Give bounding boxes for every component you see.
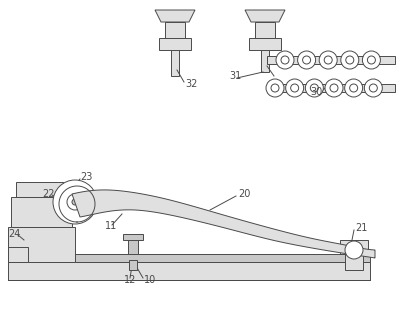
Bar — [16, 182, 63, 197]
Circle shape — [53, 180, 97, 224]
Circle shape — [350, 84, 358, 92]
Circle shape — [305, 79, 323, 97]
Bar — [128, 238, 138, 254]
Text: 20: 20 — [238, 189, 250, 199]
Bar — [129, 260, 137, 270]
Bar — [159, 38, 191, 50]
Bar — [165, 22, 185, 38]
Polygon shape — [72, 190, 375, 258]
Bar — [255, 22, 275, 38]
Circle shape — [72, 199, 78, 205]
Text: 23: 23 — [80, 172, 92, 182]
Circle shape — [281, 56, 289, 64]
Bar — [267, 56, 395, 64]
Circle shape — [345, 241, 363, 259]
Circle shape — [319, 51, 337, 69]
Circle shape — [297, 51, 316, 69]
Bar — [340, 240, 368, 254]
Bar — [249, 38, 281, 50]
Circle shape — [368, 56, 376, 64]
Polygon shape — [245, 10, 285, 22]
Bar — [8, 247, 28, 262]
Circle shape — [345, 79, 363, 97]
Polygon shape — [155, 10, 195, 22]
Bar — [345, 254, 363, 270]
Bar — [123, 234, 143, 240]
Text: 31: 31 — [229, 71, 241, 81]
Text: 11: 11 — [105, 221, 117, 231]
Bar — [63, 254, 370, 262]
Text: 10: 10 — [144, 275, 156, 285]
Circle shape — [271, 84, 279, 92]
Text: 32: 32 — [185, 79, 197, 89]
Circle shape — [330, 84, 338, 92]
Text: 22: 22 — [42, 189, 54, 199]
Text: 12: 12 — [124, 275, 136, 285]
Circle shape — [67, 194, 83, 210]
Circle shape — [364, 79, 382, 97]
Bar — [261, 50, 269, 72]
Text: 21: 21 — [355, 223, 368, 233]
Circle shape — [276, 51, 294, 69]
Circle shape — [325, 79, 343, 97]
Circle shape — [362, 51, 380, 69]
Text: 30: 30 — [310, 87, 322, 97]
Bar — [8, 227, 75, 262]
Text: 24: 24 — [8, 229, 21, 239]
Bar — [11, 197, 72, 227]
Circle shape — [291, 84, 299, 92]
Circle shape — [303, 56, 311, 64]
Bar — [171, 50, 179, 76]
Circle shape — [266, 79, 284, 97]
Circle shape — [341, 51, 359, 69]
Circle shape — [286, 79, 304, 97]
Circle shape — [310, 84, 318, 92]
Circle shape — [324, 56, 332, 64]
Bar — [267, 84, 395, 92]
Circle shape — [346, 56, 354, 64]
Bar — [8, 262, 370, 280]
Circle shape — [369, 84, 377, 92]
